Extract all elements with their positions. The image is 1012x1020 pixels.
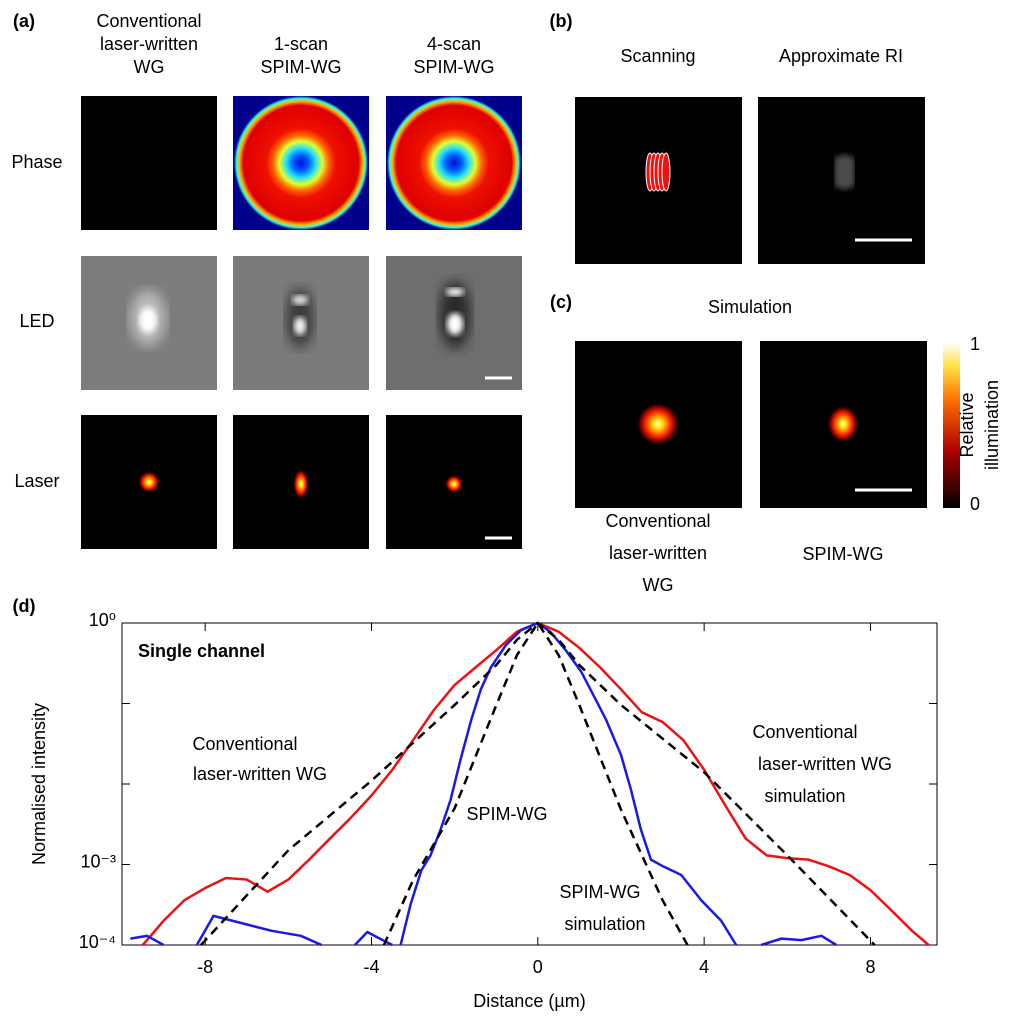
- y-axis-title: Normalised intensity: [29, 703, 49, 865]
- panel-label: (b): [550, 11, 573, 31]
- scanning-images: [575, 97, 925, 264]
- led-images: [81, 256, 522, 390]
- annotation: Single channel: [138, 641, 265, 661]
- x-tick-label: 8: [865, 957, 875, 977]
- x-axis-title: Distance (µm): [473, 991, 585, 1011]
- column-header: 4-scan: [427, 34, 481, 54]
- caption: WG: [643, 575, 674, 595]
- fit-line: [384, 623, 688, 945]
- column-header: SPIM-WG: [414, 57, 495, 77]
- caption: Conventional: [605, 511, 710, 531]
- annotation: simulation: [564, 914, 645, 934]
- colorbar-label: illumination: [982, 380, 1002, 470]
- column-header: WG: [134, 57, 165, 77]
- panel-title: Simulation: [708, 297, 792, 317]
- column-header: 1-scan: [274, 34, 328, 54]
- annotation: Conventional: [752, 722, 857, 742]
- fit-line: [201, 623, 875, 945]
- row-label: Laser: [14, 471, 59, 491]
- colorbar-label: Relative: [957, 392, 977, 457]
- laser-images: [81, 415, 522, 549]
- data-line: [143, 623, 929, 945]
- row-label: LED: [19, 311, 54, 331]
- column-header: SPIM-WG: [261, 57, 342, 77]
- caption: SPIM-WG: [803, 544, 884, 564]
- simulation-images: [575, 341, 960, 508]
- x-tick-label: 0: [533, 957, 543, 977]
- annotation: Conventional: [192, 734, 297, 754]
- plot-area: [130, 623, 928, 945]
- caption: laser-written: [609, 543, 707, 563]
- column-header: Approximate RI: [779, 46, 903, 66]
- x-tick-label: 4: [699, 957, 709, 977]
- x-tick-label: -4: [363, 957, 379, 977]
- row-label: Phase: [11, 152, 62, 172]
- panel-label: (a): [13, 11, 35, 31]
- phase-images: [81, 96, 522, 230]
- x-tick-label: -8: [197, 957, 213, 977]
- annotation: SPIM-WG: [467, 804, 548, 824]
- figure: (a) Conventional laser-written WG 1-scan SPIM…: [0, 0, 1012, 1020]
- y-tick-label: 10⁻³: [80, 851, 116, 871]
- colorbar-tick-label: 1: [970, 334, 980, 354]
- y-tick-label: 10⁰: [89, 610, 116, 630]
- annotation: simulation: [764, 786, 845, 806]
- panel-label: (d): [13, 596, 36, 616]
- data-line: [130, 623, 836, 945]
- panel-label: (c): [550, 292, 572, 312]
- annotation: laser-written WG: [193, 764, 327, 784]
- column-header: laser-written: [100, 34, 198, 54]
- annotation: SPIM-WG: [560, 882, 641, 902]
- annotation: laser-written WG: [758, 754, 892, 774]
- y-tick-label: 10⁻⁴: [79, 932, 116, 952]
- column-header: Scanning: [620, 46, 695, 66]
- column-header: Conventional: [96, 11, 201, 31]
- colorbar-tick-label: 0: [970, 494, 980, 514]
